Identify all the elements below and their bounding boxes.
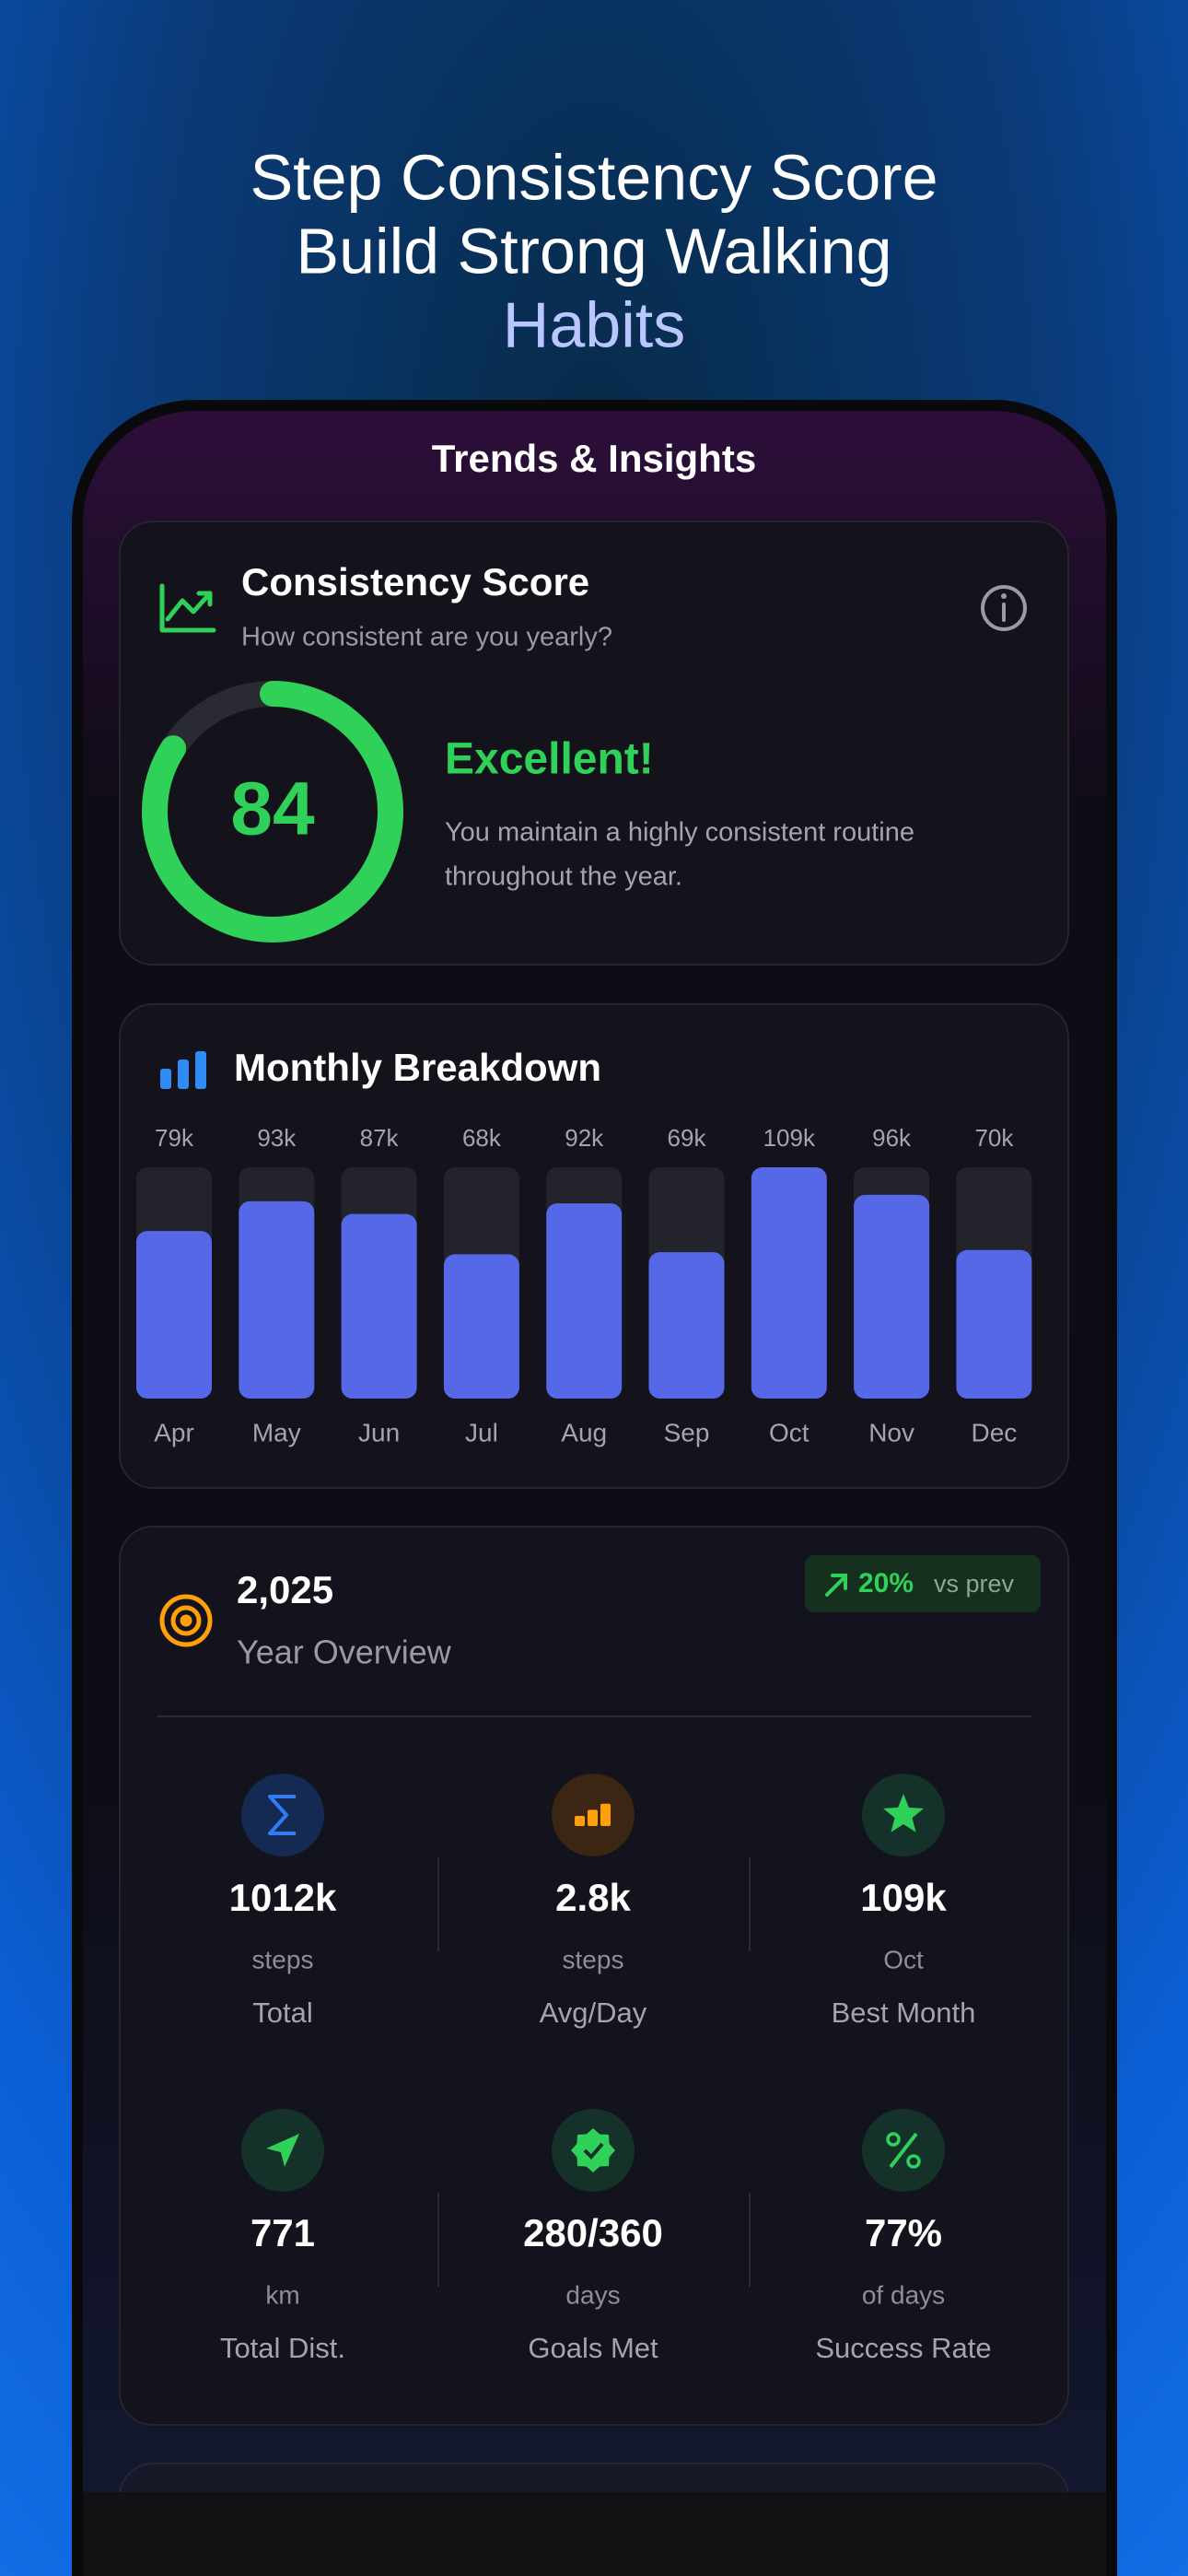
info-button[interactable] — [981, 585, 1027, 631]
target-icon — [159, 1594, 213, 1647]
x-tick-label: Jul — [465, 1418, 498, 1446]
stat-label: Total — [252, 1996, 312, 2029]
stat-label: Total Dist. — [220, 2332, 345, 2364]
stat-unit: km — [265, 2280, 299, 2309]
card-title: Consistency Score — [241, 560, 589, 603]
value-label: 109k — [763, 1124, 816, 1152]
x-tick-label: Sep — [664, 1418, 710, 1446]
stat-icon — [588, 1809, 598, 1826]
x-tick-label: Aug — [561, 1418, 607, 1446]
stat-label: Success Rate — [815, 2332, 991, 2364]
up-arrow — [825, 1574, 847, 1597]
change-value: 20% — [858, 1568, 914, 1598]
description: throughout the year. — [445, 862, 682, 892]
headline-highlight: Habits — [503, 288, 685, 360]
x-tick-label: Dec — [972, 1418, 1018, 1446]
value-label: 70k — [974, 1124, 1014, 1152]
headline: Build Strong Walking — [296, 215, 891, 287]
value-label: 68k — [462, 1124, 502, 1152]
value-label: 92k — [565, 1124, 604, 1152]
x-tick-label: Jun — [358, 1418, 400, 1446]
x-tick-label: Apr — [154, 1418, 194, 1446]
bar — [648, 1252, 725, 1399]
value-label: 69k — [668, 1124, 707, 1152]
headline: Step Consistency Score — [250, 141, 938, 213]
bar — [854, 1194, 930, 1399]
x-tick-label: Oct — [769, 1418, 809, 1446]
score-value: 84 — [230, 767, 315, 851]
stat-label: Avg/Day — [540, 1996, 647, 2029]
bars-icon — [160, 1051, 206, 1089]
description: You maintain a highly consistent routine — [445, 818, 914, 848]
stat-unit: Oct — [883, 1945, 924, 1973]
stat-value: 77% — [865, 2211, 942, 2254]
bar — [239, 1200, 315, 1399]
rating: Excellent! — [445, 735, 654, 784]
stats: 1012k steps Total 2.8k steps Avg/Day 109k Oct Be… — [220, 1774, 992, 2364]
value-label: 96k — [872, 1124, 912, 1152]
stat-icon — [889, 2132, 918, 2169]
stat-label: Goals Met — [528, 2332, 658, 2364]
change-badge — [805, 1555, 1041, 1612]
stat-label: Best Month — [832, 1996, 976, 2029]
bar — [751, 1167, 827, 1399]
stat-icon — [268, 1795, 296, 1835]
overview-title: Year Overview — [237, 1633, 452, 1671]
trend-icon — [159, 583, 216, 633]
dividers — [437, 1857, 751, 2287]
stat-icon — [266, 2134, 299, 2167]
bar — [443, 1254, 519, 1399]
stat-icon — [906, 2154, 921, 2169]
value-label: 93k — [257, 1124, 297, 1152]
card — [119, 1526, 1069, 2426]
bar — [136, 1231, 212, 1399]
gauge-arc — [142, 681, 403, 943]
x-tick-label: May — [252, 1418, 301, 1446]
stat-value: 771 — [250, 2211, 315, 2254]
stat-icon — [883, 1794, 924, 1832]
stat-icon — [583, 2142, 604, 2160]
value-label: 79k — [155, 1124, 194, 1152]
year: 2,025 — [237, 1568, 333, 1611]
bottom-bar — [83, 2492, 1106, 2576]
stat-icon — [886, 2132, 901, 2147]
stat-icon — [575, 1816, 585, 1826]
bar — [956, 1249, 1032, 1399]
stat-unit: days — [565, 2280, 620, 2309]
stat-icon-bg — [241, 1774, 324, 1856]
screen-title: Trends & Insights — [432, 437, 756, 480]
change-note: vs prev — [934, 1570, 1015, 1598]
stat-icon — [571, 2128, 615, 2172]
stat-value: 280/360 — [523, 2211, 663, 2254]
card-subtitle: How consistent are you yearly? — [241, 623, 612, 652]
stat-unit: of days — [862, 2280, 945, 2309]
bar — [341, 1213, 417, 1399]
stat-value: 1012k — [229, 1876, 337, 1919]
stat-unit: steps — [563, 1945, 624, 1973]
card-title: Monthly Breakdown — [234, 1046, 601, 1089]
card — [119, 521, 1069, 966]
stat-value: 2.8k — [555, 1876, 631, 1919]
stat-value: 109k — [860, 1876, 947, 1919]
stat-icon — [600, 1803, 611, 1826]
bar — [546, 1203, 623, 1399]
value-label: 87k — [360, 1124, 400, 1152]
stat-unit: steps — [252, 1945, 314, 1973]
x-tick-label: Nov — [868, 1418, 914, 1446]
